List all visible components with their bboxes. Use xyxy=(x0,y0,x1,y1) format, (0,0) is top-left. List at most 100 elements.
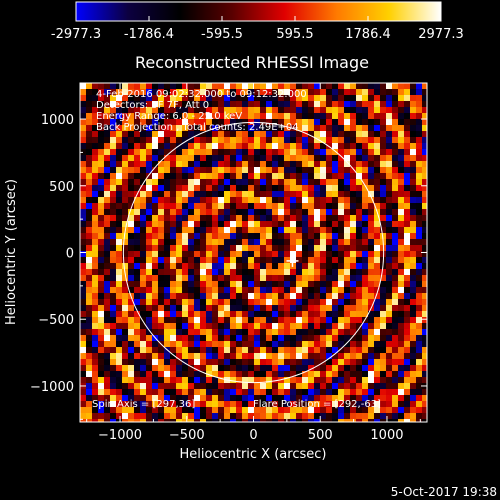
heatmap-cell xyxy=(176,107,182,113)
heatmap-cell xyxy=(242,323,248,329)
heatmap-cell xyxy=(398,287,404,293)
heatmap-cell xyxy=(332,203,338,209)
heatmap-cell xyxy=(110,131,116,137)
heatmap-cell xyxy=(278,347,284,353)
heatmap-cell xyxy=(386,419,392,422)
heatmap-cell xyxy=(224,203,230,209)
heatmap-cell xyxy=(302,113,308,119)
heatmap-cell xyxy=(104,101,110,107)
heatmap-cell xyxy=(374,197,380,203)
heatmap-cell xyxy=(116,209,122,215)
heatmap-cell xyxy=(392,275,398,281)
heatmap-cell xyxy=(98,257,104,263)
heatmap-cell xyxy=(332,167,338,173)
heatmap-cell xyxy=(422,191,427,197)
heatmap-cell xyxy=(338,173,344,179)
heatmap-cell xyxy=(398,131,404,137)
heatmap-cell xyxy=(152,161,158,167)
heatmap-cell xyxy=(266,191,272,197)
heatmap-cell xyxy=(116,395,122,401)
heatmap-cell xyxy=(308,95,314,101)
heatmap-cell xyxy=(248,131,254,137)
heatmap-cell xyxy=(338,95,344,101)
heatmap-cell xyxy=(134,251,140,257)
heatmap-cell xyxy=(158,401,164,407)
heatmap-cell xyxy=(380,401,386,407)
heatmap-cell xyxy=(254,383,260,389)
heatmap-cell xyxy=(158,365,164,371)
heatmap-cell xyxy=(374,383,380,389)
heatmap-cell xyxy=(230,83,236,89)
heatmap-cell xyxy=(410,293,416,299)
heatmap-cell xyxy=(140,101,146,107)
heatmap-cell xyxy=(200,419,206,422)
heatmap-cell xyxy=(278,323,284,329)
heatmap-cell xyxy=(296,203,302,209)
heatmap-cell xyxy=(290,287,296,293)
heatmap-cell xyxy=(236,107,242,113)
heatmap-cell xyxy=(86,137,92,143)
heatmap-cell xyxy=(158,119,164,125)
heatmap-cell xyxy=(296,161,302,167)
heatmap-cell xyxy=(314,143,320,149)
heatmap-cell xyxy=(284,287,290,293)
heatmap-cell xyxy=(176,173,182,179)
heatmap-cell xyxy=(350,293,356,299)
heatmap-cell xyxy=(284,377,290,383)
heatmap-cell xyxy=(296,119,302,125)
heatmap-cell xyxy=(224,359,230,365)
heatmap-cell xyxy=(170,383,176,389)
heatmap-cell xyxy=(206,161,212,167)
heatmap-cell xyxy=(308,395,314,401)
heatmap-cell xyxy=(116,413,122,419)
heatmap-cell xyxy=(218,257,224,263)
heatmap-cell xyxy=(380,413,386,419)
heatmap-cell xyxy=(140,89,146,95)
heatmap-cell xyxy=(152,185,158,191)
heatmap-cell xyxy=(110,293,116,299)
heatmap-cell xyxy=(152,107,158,113)
heatmap-cell xyxy=(362,275,368,281)
heatmap-cell xyxy=(200,155,206,161)
heatmap-cell xyxy=(218,107,224,113)
heatmap-cell xyxy=(146,341,152,347)
heatmap-cell xyxy=(188,251,194,257)
heatmap-cell xyxy=(350,311,356,317)
heatmap-cell xyxy=(296,413,302,419)
heatmap-cell xyxy=(404,299,410,305)
heatmap-cell xyxy=(308,113,314,119)
heatmap-cell xyxy=(332,179,338,185)
heatmap-cell xyxy=(404,131,410,137)
heatmap-cell xyxy=(200,185,206,191)
heatmap-cell xyxy=(368,275,374,281)
heatmap-cell xyxy=(266,371,272,377)
heatmap-cell xyxy=(422,341,427,347)
heatmap-cell xyxy=(344,245,350,251)
heatmap-cell xyxy=(116,233,122,239)
heatmap-cell xyxy=(308,83,314,89)
heatmap-cell xyxy=(386,125,392,131)
heatmap-cell xyxy=(302,89,308,95)
heatmap-cell xyxy=(320,221,326,227)
heatmap-cell xyxy=(344,323,350,329)
heatmap-cell xyxy=(200,227,206,233)
heatmap-cell xyxy=(224,209,230,215)
heatmap-cell xyxy=(110,191,116,197)
heatmap-cell xyxy=(182,311,188,317)
heatmap-cell xyxy=(218,149,224,155)
heatmap-cell xyxy=(134,395,140,401)
heatmap-cell xyxy=(98,137,104,143)
heatmap-cell xyxy=(134,353,140,359)
heatmap-cell xyxy=(314,413,320,419)
heatmap-cell xyxy=(110,299,116,305)
heatmap-cell xyxy=(134,143,140,149)
heatmap-cell xyxy=(374,83,380,89)
heatmap-cell xyxy=(236,173,242,179)
heatmap-cell xyxy=(398,407,404,413)
heatmap-cell xyxy=(392,281,398,287)
heatmap-cell xyxy=(416,149,422,155)
heatmap-cell xyxy=(212,287,218,293)
heatmap-cell xyxy=(350,83,356,89)
heatmap-cell xyxy=(236,119,242,125)
heatmap-cell xyxy=(284,83,290,89)
